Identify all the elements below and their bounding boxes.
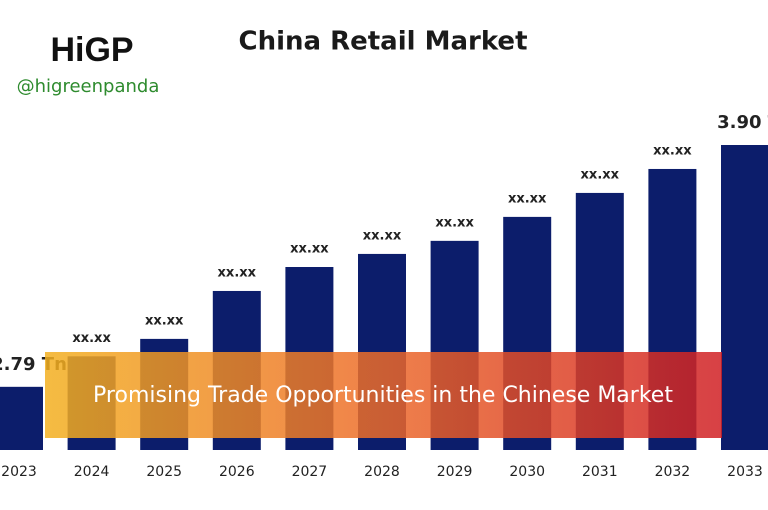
x-tick-label: 2032 [655, 464, 691, 480]
x-tick-label: 2025 [146, 464, 182, 480]
value-label: xx.xx [581, 167, 620, 182]
x-tick-label: 2033 [727, 464, 763, 480]
value-label: xx.xx [508, 191, 547, 206]
x-tick-label: 2023 [1, 464, 37, 480]
value-label: xx.xx [72, 331, 111, 346]
value-label: xx.xx [653, 143, 692, 158]
x-tick-label: 2028 [364, 464, 400, 480]
value-label: xx.xx [218, 265, 257, 280]
value-label: xx.xx [435, 215, 474, 230]
banner-box [45, 352, 722, 438]
value-label: xx.xx [363, 228, 402, 243]
x-tick-label: 2027 [292, 464, 328, 480]
value-label: 3.90 Tn [717, 112, 768, 133]
x-tick-label: 2026 [219, 464, 255, 480]
x-tick-label: 2031 [582, 464, 618, 480]
x-tick-label: 2030 [509, 464, 545, 480]
logo: HiGP [50, 31, 133, 69]
handle: @higreenpanda [17, 76, 160, 97]
bar [0, 386, 43, 450]
value-label: xx.xx [145, 313, 184, 328]
chart-title: China Retail Market [238, 27, 527, 57]
value-label: xx.xx [290, 242, 329, 257]
x-tick-label: 2029 [437, 464, 473, 480]
banner-text: Promising Trade Opportunities in the Chi… [93, 383, 673, 408]
x-tick-label: 2024 [74, 464, 110, 480]
bar [721, 145, 768, 450]
